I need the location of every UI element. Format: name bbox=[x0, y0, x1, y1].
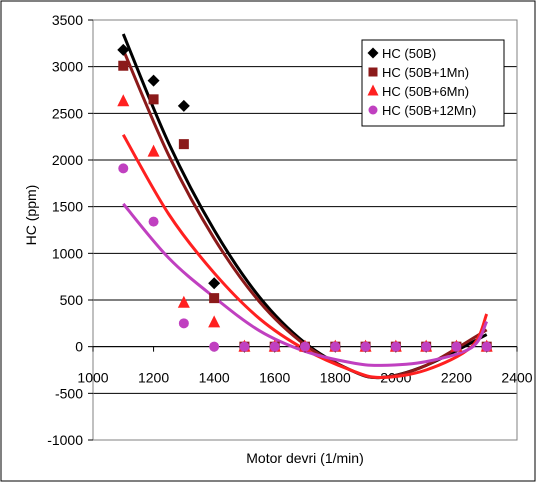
legend-marker-1 bbox=[367, 47, 379, 59]
point-series-4 bbox=[390, 341, 401, 352]
legend-marker-2 bbox=[368, 67, 378, 77]
point-series-4 bbox=[481, 341, 492, 352]
x-tick-label: 1600 bbox=[259, 370, 290, 386]
y-tick-label: 2000 bbox=[52, 152, 83, 168]
point-series-1 bbox=[177, 99, 190, 112]
point-series-4 bbox=[421, 341, 432, 352]
point-series-1 bbox=[147, 74, 160, 87]
data-points bbox=[117, 43, 493, 353]
point-series-4 bbox=[148, 216, 159, 227]
point-series-1 bbox=[117, 43, 130, 56]
point-series-3 bbox=[147, 144, 160, 157]
point-series-2 bbox=[148, 94, 159, 105]
x-tick-label: 1800 bbox=[320, 370, 351, 386]
point-series-3 bbox=[177, 295, 190, 308]
legend: HC (50B) HC (50B+1Mn) HC (50B+6Mn) HC (50B+… bbox=[361, 39, 505, 127]
axes: 3500 3000 2500 2000 1500 1000 500 0 -500 -1000 100… bbox=[47, 12, 533, 448]
plot-area bbox=[92, 19, 518, 441]
point-series-4 bbox=[360, 341, 371, 352]
trendlines bbox=[121, 33, 489, 380]
y-tick-label: 1000 bbox=[52, 245, 83, 261]
point-series-4 bbox=[451, 341, 462, 352]
legend-label-3: HC (50B+6Mn) bbox=[382, 84, 469, 99]
point-series-4 bbox=[178, 318, 189, 329]
x-tick-label: 1200 bbox=[138, 370, 169, 386]
x-tick-label: 1000 bbox=[77, 370, 108, 386]
point-series-1 bbox=[208, 277, 221, 290]
point-series-2 bbox=[178, 139, 189, 150]
y-tick-label: -1000 bbox=[47, 432, 83, 448]
legend-label-4: HC (50B+12Mn) bbox=[382, 103, 476, 118]
point-series-4 bbox=[300, 341, 310, 352]
legend-marker-3 bbox=[367, 84, 379, 96]
y-tick-label: 500 bbox=[60, 292, 84, 308]
point-series-3 bbox=[208, 315, 221, 328]
y-tick-label: 1500 bbox=[52, 199, 83, 215]
y-tick-label: -500 bbox=[55, 385, 83, 401]
point-series-4 bbox=[269, 341, 280, 352]
point-series-2 bbox=[118, 60, 129, 71]
y-tick-label: 2500 bbox=[52, 105, 83, 121]
point-series-4 bbox=[118, 163, 129, 174]
point-series-2 bbox=[209, 293, 220, 304]
legend-label-1: HC (50B) bbox=[382, 46, 436, 61]
trendline-series-4 bbox=[122, 202, 489, 367]
point-series-3 bbox=[117, 94, 130, 107]
y-axis-label: HC (ppm) bbox=[23, 185, 39, 246]
trendline-series-2 bbox=[121, 49, 488, 380]
point-series-4 bbox=[330, 341, 341, 352]
x-axis-label: Motor devri (1/min) bbox=[246, 450, 363, 466]
y-tick-label: 3500 bbox=[52, 12, 83, 28]
x-tick-label: 1400 bbox=[199, 370, 230, 386]
point-series-4 bbox=[209, 341, 220, 352]
y-tick-label: 0 bbox=[75, 339, 83, 355]
legend-marker-4 bbox=[368, 105, 378, 115]
x-tick-label: 2400 bbox=[501, 370, 532, 386]
x-tick-label: 2200 bbox=[441, 370, 472, 386]
point-series-4 bbox=[239, 341, 250, 352]
legend-label-2: HC (50B+1Mn) bbox=[382, 65, 469, 80]
y-tick-label: 3000 bbox=[52, 59, 83, 75]
legend-box bbox=[361, 39, 505, 127]
